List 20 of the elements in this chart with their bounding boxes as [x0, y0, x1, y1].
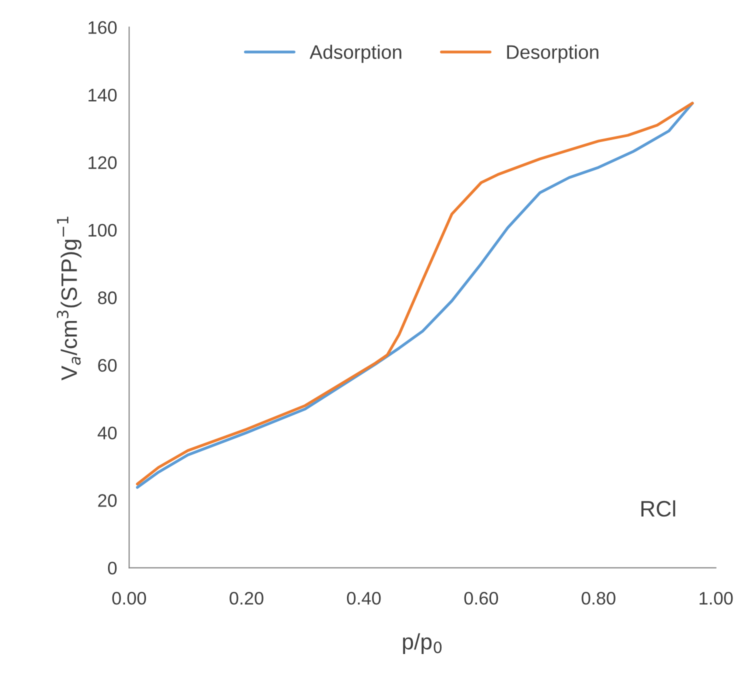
y-tick-label: 100: [88, 224, 117, 237]
y-tick-label: 80: [98, 291, 117, 304]
y-tick-label: 60: [98, 359, 117, 372]
y-tick-label: 0: [108, 562, 117, 575]
legend-label: Adsorption: [310, 44, 402, 63]
y-tick-label: 120: [88, 156, 117, 170]
annotation: RCl: [641, 500, 676, 517]
x-tick-label: 0.20: [230, 592, 264, 605]
x-axis-title: p/p$_{0}$: [403, 633, 442, 654]
y-axis-title: V$_{a}$/cm$^{3}$(STP)g$^{−1}$: [56, 216, 82, 380]
x-tick-label: 0.60: [464, 592, 498, 605]
x-tick-label: 0.80: [582, 592, 616, 605]
x-tick-label: 0.40: [346, 592, 381, 605]
y-tick-label: 160: [88, 21, 117, 34]
legend-label: Desorption: [507, 44, 598, 63]
x-tick-label: 1.00: [700, 592, 733, 605]
y-tick-label: 40: [98, 426, 117, 440]
y-tick-label: 20: [98, 494, 117, 507]
y-tick-label: 140: [88, 88, 117, 102]
x-tick-label: 0.00: [112, 592, 146, 605]
